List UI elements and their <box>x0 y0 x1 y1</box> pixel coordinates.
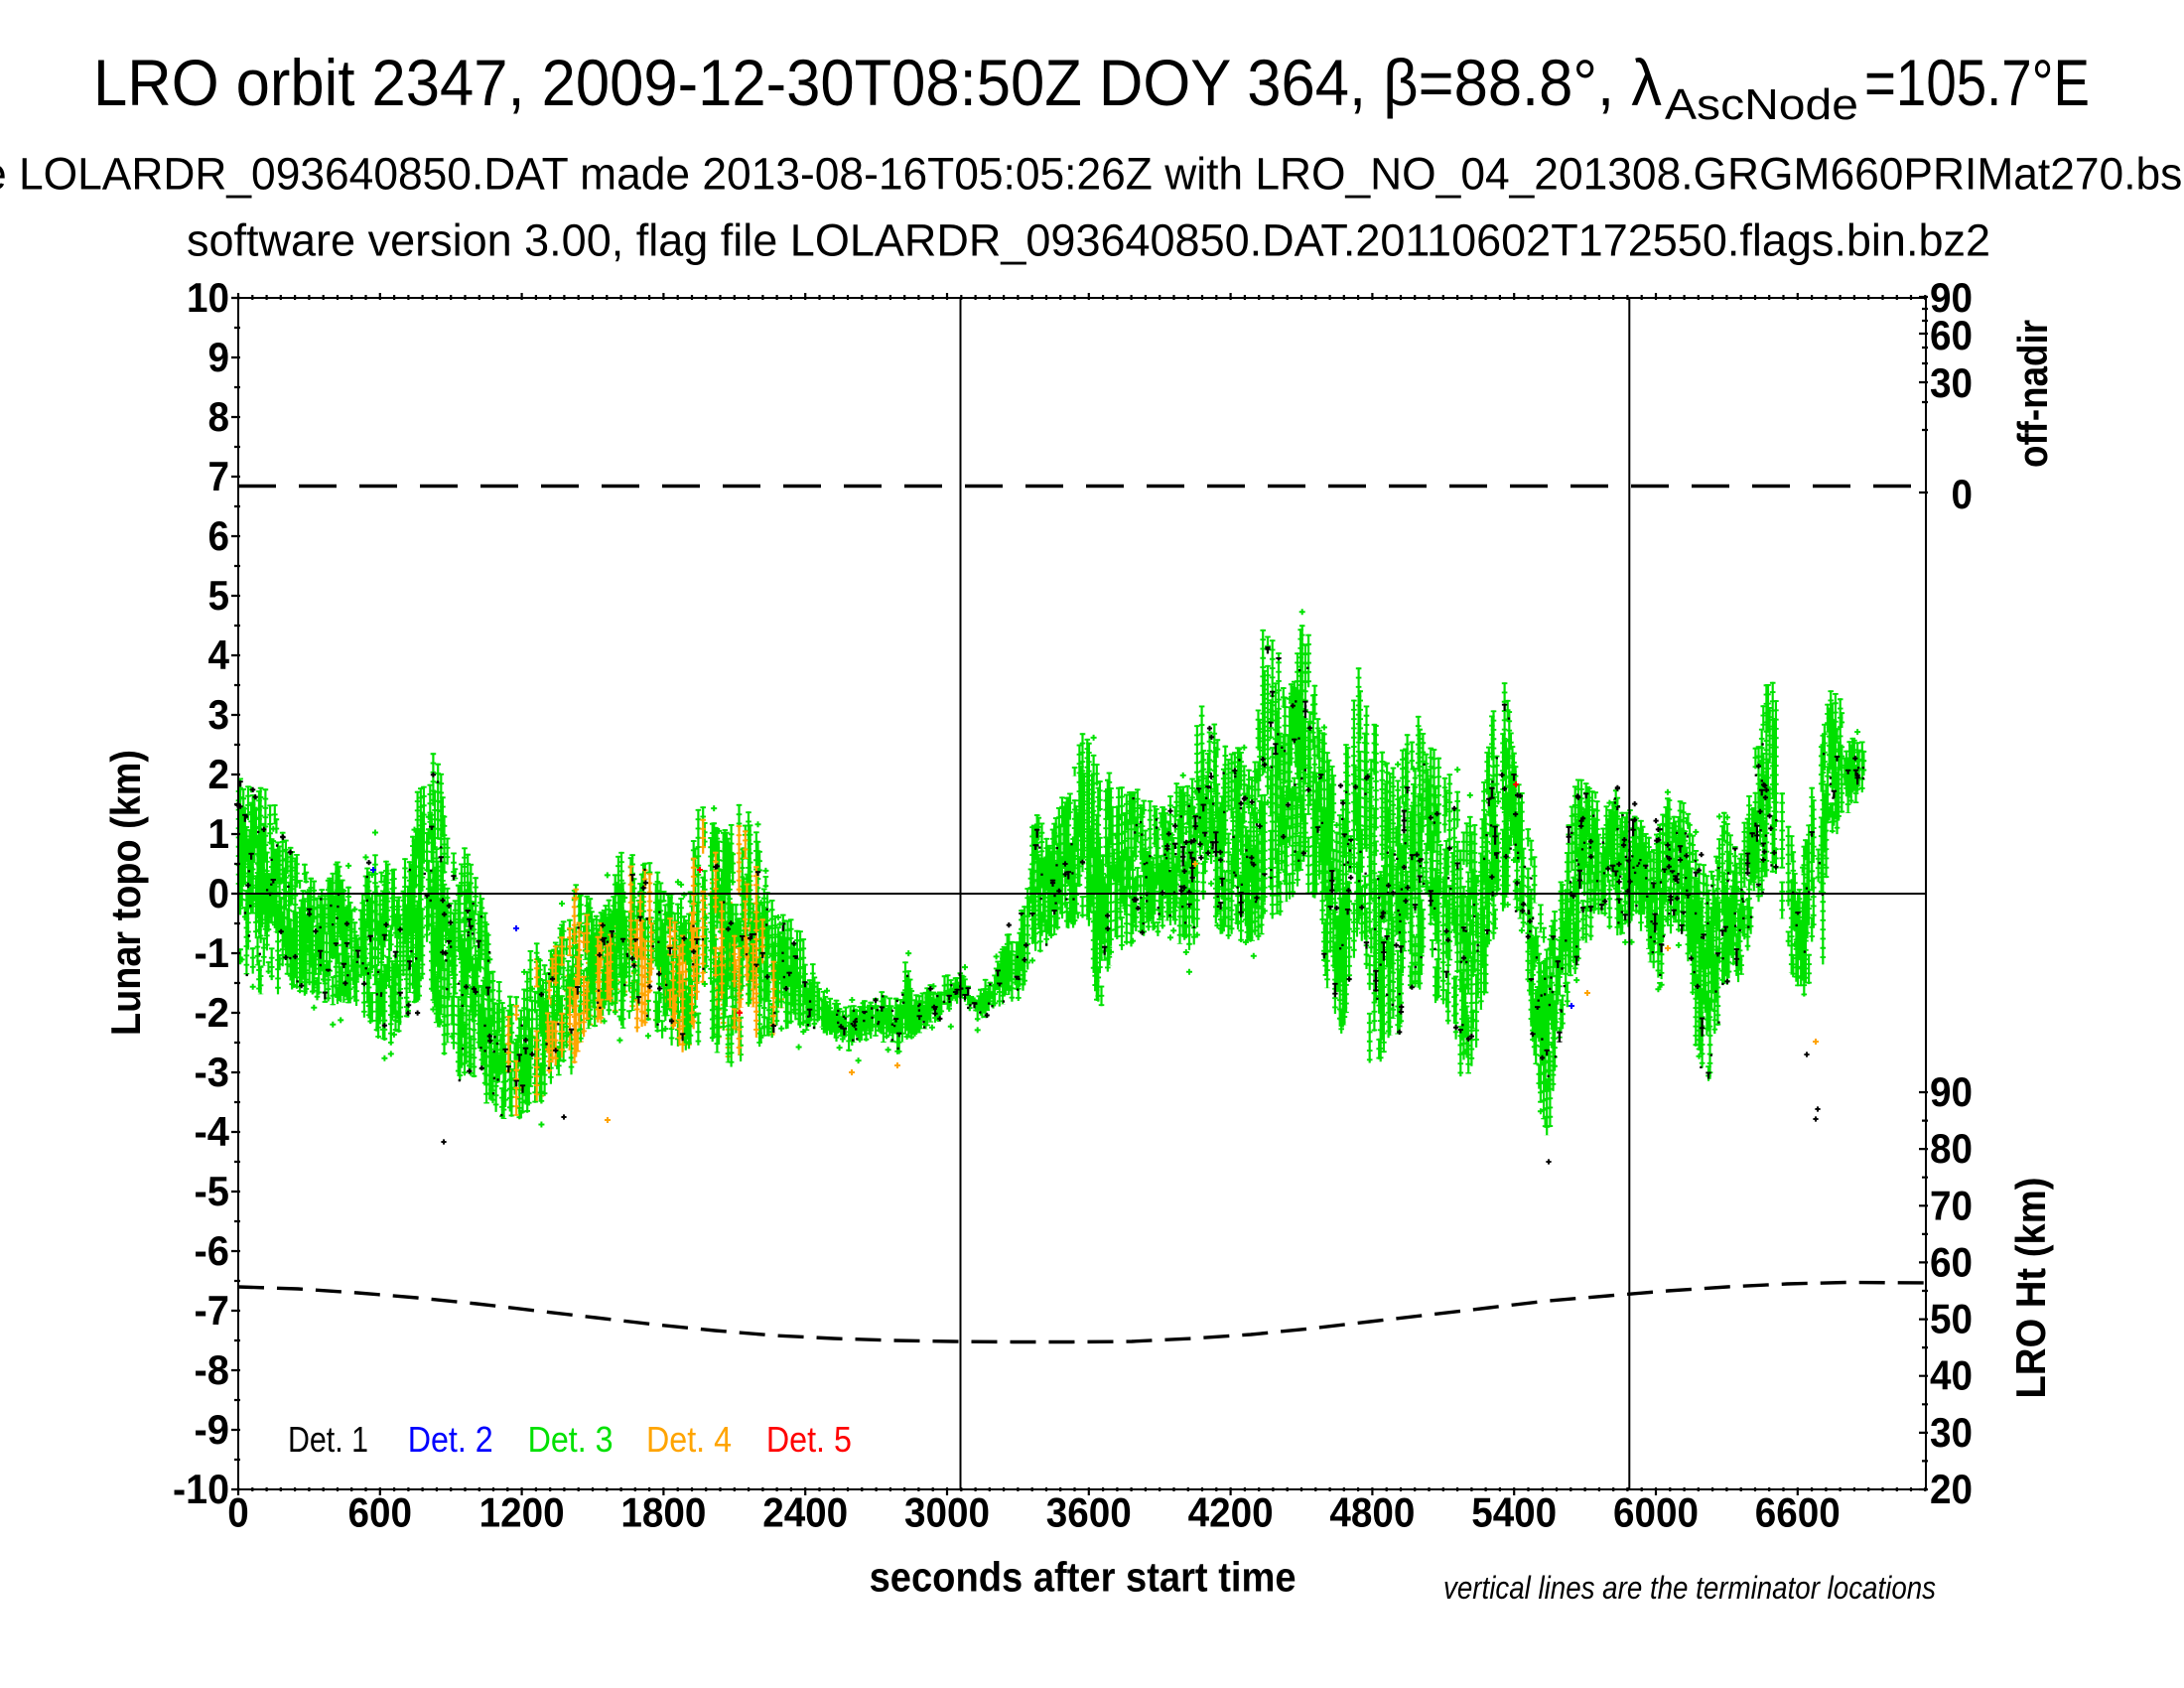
svg-text:2400: 2400 <box>762 1489 848 1536</box>
svg-text:10: 10 <box>187 274 229 321</box>
svg-text:600: 600 <box>348 1489 413 1536</box>
svg-text:40: 40 <box>1930 1352 1973 1399</box>
svg-text:1200: 1200 <box>479 1489 565 1536</box>
svg-text:60: 60 <box>1930 1238 1973 1285</box>
svg-text:30: 30 <box>1930 1409 1973 1456</box>
svg-text:20: 20 <box>1930 1466 1973 1512</box>
svg-text:50: 50 <box>1930 1296 1973 1342</box>
svg-text:90: 90 <box>1930 274 1973 321</box>
svg-text:LRO Ht (km): LRO Ht (km) <box>2007 1178 2054 1399</box>
svg-text:Det. 3: Det. 3 <box>528 1419 614 1460</box>
svg-text:3: 3 <box>208 691 230 738</box>
svg-text:Det. 2: Det. 2 <box>408 1419 493 1460</box>
svg-text:4200: 4200 <box>1188 1489 1274 1536</box>
svg-text:6600: 6600 <box>1755 1489 1841 1536</box>
svg-text:3000: 3000 <box>904 1489 990 1536</box>
svg-text:1: 1 <box>208 810 230 857</box>
svg-text:0: 0 <box>208 870 230 916</box>
svg-text:-10: -10 <box>173 1466 229 1512</box>
svg-text:7: 7 <box>208 453 230 499</box>
svg-text:0: 0 <box>1952 471 1974 517</box>
svg-text:3600: 3600 <box>1046 1489 1132 1536</box>
svg-text:-4: -4 <box>195 1108 230 1155</box>
svg-text:5: 5 <box>208 572 230 619</box>
svg-text:Det. 5: Det. 5 <box>766 1419 852 1460</box>
svg-text:=105.7°E: =105.7°E <box>1864 46 2090 119</box>
svg-text:4800: 4800 <box>1329 1489 1415 1536</box>
svg-text:-2: -2 <box>195 989 230 1036</box>
svg-text:vertical lines are the termina: vertical lines are the terminator locati… <box>1443 1570 1936 1606</box>
svg-text:Lunar topo (km): Lunar topo (km) <box>102 750 149 1036</box>
svg-text:off-nadir: off-nadir <box>2009 320 2056 468</box>
svg-text:-9: -9 <box>195 1406 230 1453</box>
svg-text:9: 9 <box>208 334 230 380</box>
svg-text:0: 0 <box>227 1489 249 1536</box>
svg-text:-8: -8 <box>195 1346 230 1393</box>
svg-text:6: 6 <box>208 512 230 559</box>
svg-text:AscNode: AscNode <box>1665 80 1858 129</box>
svg-text:8: 8 <box>208 393 230 440</box>
svg-text:1800: 1800 <box>620 1489 706 1536</box>
svg-text:software version 3.00, flag fi: software version 3.00, flag file LOLARDR… <box>187 215 1990 266</box>
svg-text:-3: -3 <box>195 1049 230 1095</box>
svg-text:-6: -6 <box>195 1227 230 1274</box>
svg-text:5400: 5400 <box>1471 1489 1557 1536</box>
svg-text:LRO orbit 2347, 2009-12-30T08:: LRO orbit 2347, 2009-12-30T08:50Z DOY 36… <box>93 46 1662 119</box>
svg-text:-1: -1 <box>195 929 230 976</box>
svg-text:2: 2 <box>208 751 230 797</box>
svg-text:-5: -5 <box>195 1168 230 1214</box>
svg-text:-7: -7 <box>195 1287 230 1334</box>
svg-text:70: 70 <box>1930 1182 1973 1228</box>
svg-text:60: 60 <box>1930 312 1973 358</box>
svg-text:4: 4 <box>208 632 230 678</box>
svg-text:80: 80 <box>1930 1125 1973 1172</box>
svg-text:Det. 1: Det. 1 <box>288 1419 368 1460</box>
svg-text:file LOLARDR_093640850.DAT mad: file LOLARDR_093640850.DAT made 2013-08-… <box>0 149 2184 200</box>
svg-text:90: 90 <box>1930 1068 1973 1115</box>
svg-text:30: 30 <box>1930 359 1973 406</box>
svg-text:6000: 6000 <box>1613 1489 1699 1536</box>
svg-text:Det. 4: Det. 4 <box>646 1419 732 1460</box>
svg-text:seconds after start time: seconds after start time <box>870 1553 1297 1600</box>
